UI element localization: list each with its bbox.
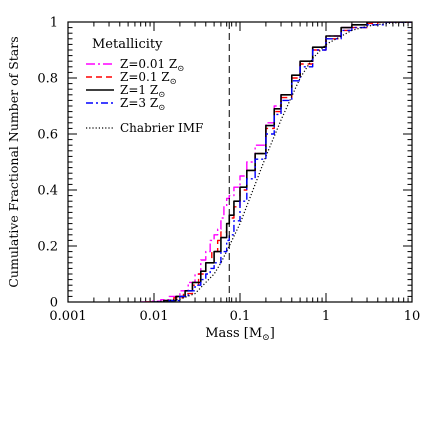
y-tick-label: 0.2 (37, 240, 58, 255)
legend: Metallicity Z=0.01 Z⊙Z=0.1 Z⊙Z=1 Z⊙Z=3 Z… (86, 37, 203, 135)
y-tick-label: 0 (50, 296, 58, 311)
x-tick-label: 0.1 (230, 309, 251, 324)
y-tick-label: 0.6 (37, 128, 58, 143)
tick-labels: 0.001 0.01 0.1 1 10 0 0.2 0.4 0.6 0.8 1 (37, 16, 420, 325)
legend-label-z-3: Z=3 Z⊙ (120, 96, 165, 113)
series-line-z-0-1-z (145, 22, 412, 302)
y-axis-label: Cumulative Fractional Number of Stars (6, 36, 21, 287)
plot-frame (67, 21, 413, 303)
series-line-z-3-z (154, 22, 412, 302)
data-series (140, 22, 412, 302)
legend-label-z-1: Z=1 Z⊙ (120, 83, 165, 100)
y-tick-label: 0.8 (37, 72, 58, 87)
legend-label-chabrier: Chabrier IMF (120, 121, 203, 135)
x-tick-label: 0.01 (140, 309, 169, 324)
legend-label-z-0-1: Z=0.1 Z⊙ (120, 70, 177, 87)
series-line-chabrier-imf (153, 22, 412, 302)
series-line-z-1-z (150, 22, 412, 302)
x-tick-label: 0.001 (49, 309, 86, 324)
x-axis-label: Mass [M⊙] (205, 326, 275, 343)
x-tick-label: 1 (322, 309, 330, 324)
legend-label-z-0-01: Z=0.01 Z⊙ (120, 57, 184, 74)
y-tick-label: 1 (50, 16, 58, 31)
y-tick-label: 0.4 (37, 184, 58, 199)
x-tick-label: 10 (404, 309, 421, 324)
axis-ticks (67, 21, 412, 303)
legend-title: Metallicity (92, 37, 163, 52)
